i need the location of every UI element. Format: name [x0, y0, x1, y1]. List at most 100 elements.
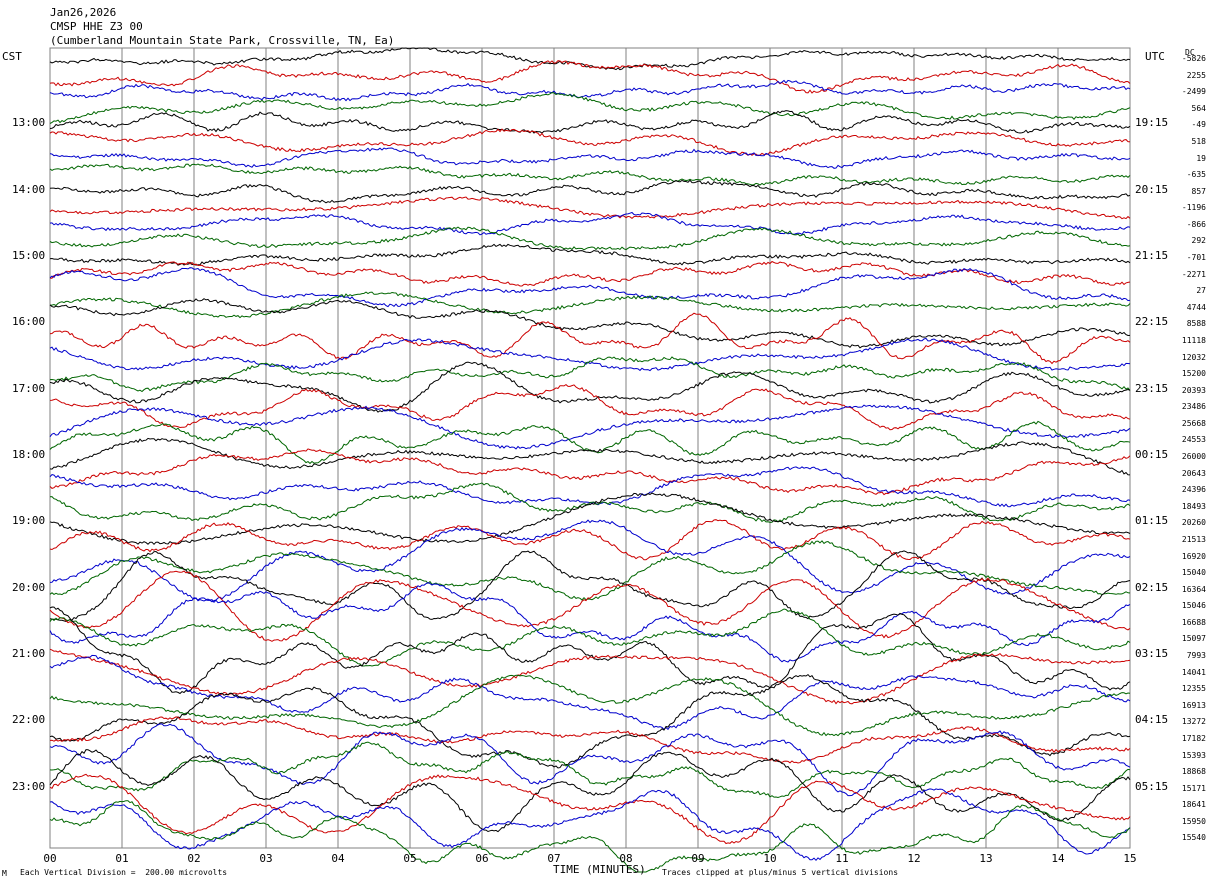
dc-offset-value: 26000 [1181, 452, 1206, 461]
left-hour-label: 19:00 [12, 514, 46, 528]
seismic-trace [49, 540, 1131, 601]
vertical-division-note: Each Vertical Division = 200.00 microvol… [20, 868, 228, 877]
right-hour-label: 02:15 [1135, 580, 1169, 594]
x-tick-label: 08 [619, 852, 632, 865]
x-tick-label: 15 [1123, 852, 1136, 865]
dc-offset-value: -49 [1191, 120, 1206, 130]
seismic-trace [49, 773, 1131, 845]
seismic-trace [49, 420, 1131, 465]
dc-offset-value: 18641 [1181, 800, 1206, 810]
seismic-trace [49, 582, 1131, 663]
dc-offset-value: -635 [1186, 170, 1206, 180]
seismic-trace [49, 570, 1131, 642]
right-hour-label: 03:15 [1135, 647, 1169, 660]
plot-frame [49, 47, 1131, 849]
seismic-trace [49, 163, 1131, 186]
seismic-traces [49, 47, 1131, 873]
seismic-trace [49, 519, 1131, 603]
dc-offset-value: 15046 [1181, 601, 1206, 611]
x-tick-label: 04 [331, 852, 345, 865]
dc-offset-value: 18868 [1181, 767, 1206, 777]
dc-offset-value: 16688 [1181, 617, 1206, 627]
dc-offset-value: -701 [1186, 253, 1206, 262]
seismic-trace [49, 60, 1131, 94]
seismic-trace [49, 608, 1131, 667]
dc-offset-value: 20393 [1181, 385, 1206, 395]
right-hour-label: 04:15 [1135, 713, 1169, 727]
dc-offset-value: -5826 [1181, 54, 1206, 63]
seismic-trace [49, 211, 1131, 236]
x-axis-label: TIME (MINUTES) [553, 863, 646, 876]
corner-mark: M [2, 869, 7, 878]
seismic-trace [49, 741, 1131, 799]
x-tick-label: 03 [259, 852, 272, 865]
dc-offset-value: 24553 [1181, 435, 1206, 445]
seismic-trace [49, 383, 1131, 431]
left-hour-label: 21:00 [12, 647, 46, 660]
x-tick-label: 09 [691, 852, 704, 865]
clipping-note: Traces clipped at plus/minus 5 vertical … [662, 868, 899, 877]
seismic-trace [49, 519, 1131, 561]
dc-offset-value: 21513 [1181, 534, 1206, 544]
seismic-trace [49, 226, 1131, 251]
seismic-trace [49, 550, 1131, 623]
dc-offset-value: 7993 [1186, 651, 1206, 660]
dc-offset-value: 17182 [1181, 733, 1206, 743]
x-tick-label: 07 [547, 852, 560, 865]
left-hour-label: 23:00 [12, 779, 46, 793]
seismic-trace [49, 492, 1131, 546]
seismic-trace [49, 47, 1131, 71]
seismic-trace [49, 716, 1131, 764]
dc-offset-value: 15540 [1181, 833, 1206, 843]
seismic-trace [49, 312, 1131, 365]
dc-offset-value: 8588 [1186, 319, 1206, 329]
left-hour-label: 13:00 [12, 116, 46, 130]
x-tick-label: 06 [475, 852, 488, 865]
seismic-trace [49, 654, 1131, 731]
left-hour-label: 17:00 [12, 381, 46, 395]
seismic-trace [49, 110, 1131, 134]
x-tick-label: 14 [1051, 852, 1065, 865]
dc-offset-value: -2271 [1181, 269, 1206, 279]
dc-offset-value: 20643 [1181, 468, 1206, 478]
station-location: (Cumberland Mountain State Park, Crossvi… [50, 34, 395, 47]
right-hour-label: 20:15 [1135, 182, 1169, 196]
dc-offset-value: 12355 [1181, 684, 1206, 694]
dc-header-label: DC [1185, 48, 1195, 57]
time-grid [49, 47, 1131, 849]
dc-offset-value: -2499 [1181, 87, 1206, 97]
right-hour-label: 00:15 [1135, 448, 1169, 461]
seismic-trace [49, 466, 1131, 508]
right-hour-label: 05:15 [1135, 779, 1169, 793]
dc-offset-value: -1196 [1181, 203, 1206, 213]
dc-offset-value: 19 [1196, 153, 1206, 163]
dc-offset-value: 15200 [1181, 369, 1206, 379]
x-axis-ticks: 00 01 02 03 04 05 06 07 08 09 10 11 12 13 14 15 [43, 852, 1136, 865]
left-hour-label: 22:00 [12, 713, 46, 727]
left-hour-label: 14:00 [12, 182, 46, 196]
right-hour-label: 01:15 [1135, 514, 1169, 528]
left-hour-label: 16:00 [12, 315, 46, 329]
seismic-trace [49, 243, 1131, 266]
seismic-trace [49, 361, 1131, 413]
dc-offset-value: 564 [1191, 103, 1206, 113]
dc-offset-value: 16913 [1181, 700, 1206, 710]
x-tick-label: 12 [907, 852, 920, 865]
seismic-trace [49, 128, 1131, 157]
seismic-trace [49, 196, 1131, 220]
seismic-trace [49, 800, 1131, 873]
seismic-trace [49, 92, 1131, 124]
seismic-trace [49, 749, 1131, 833]
seismic-trace [49, 356, 1131, 393]
left-hour-label: 20:00 [12, 580, 46, 594]
dc-offset-value: 25668 [1181, 418, 1206, 428]
seismic-trace [49, 674, 1131, 737]
x-tick-label: 01 [115, 852, 128, 865]
dc-offset-value: 15171 [1181, 783, 1206, 793]
seismic-trace [49, 79, 1131, 102]
dc-offset-value: 15040 [1181, 568, 1206, 578]
dc-offset-value: 15097 [1181, 634, 1206, 644]
dc-offset-value: 20260 [1181, 518, 1206, 528]
right-hour-label: 21:15 [1135, 249, 1169, 262]
x-tick-label: 11 [835, 852, 848, 865]
